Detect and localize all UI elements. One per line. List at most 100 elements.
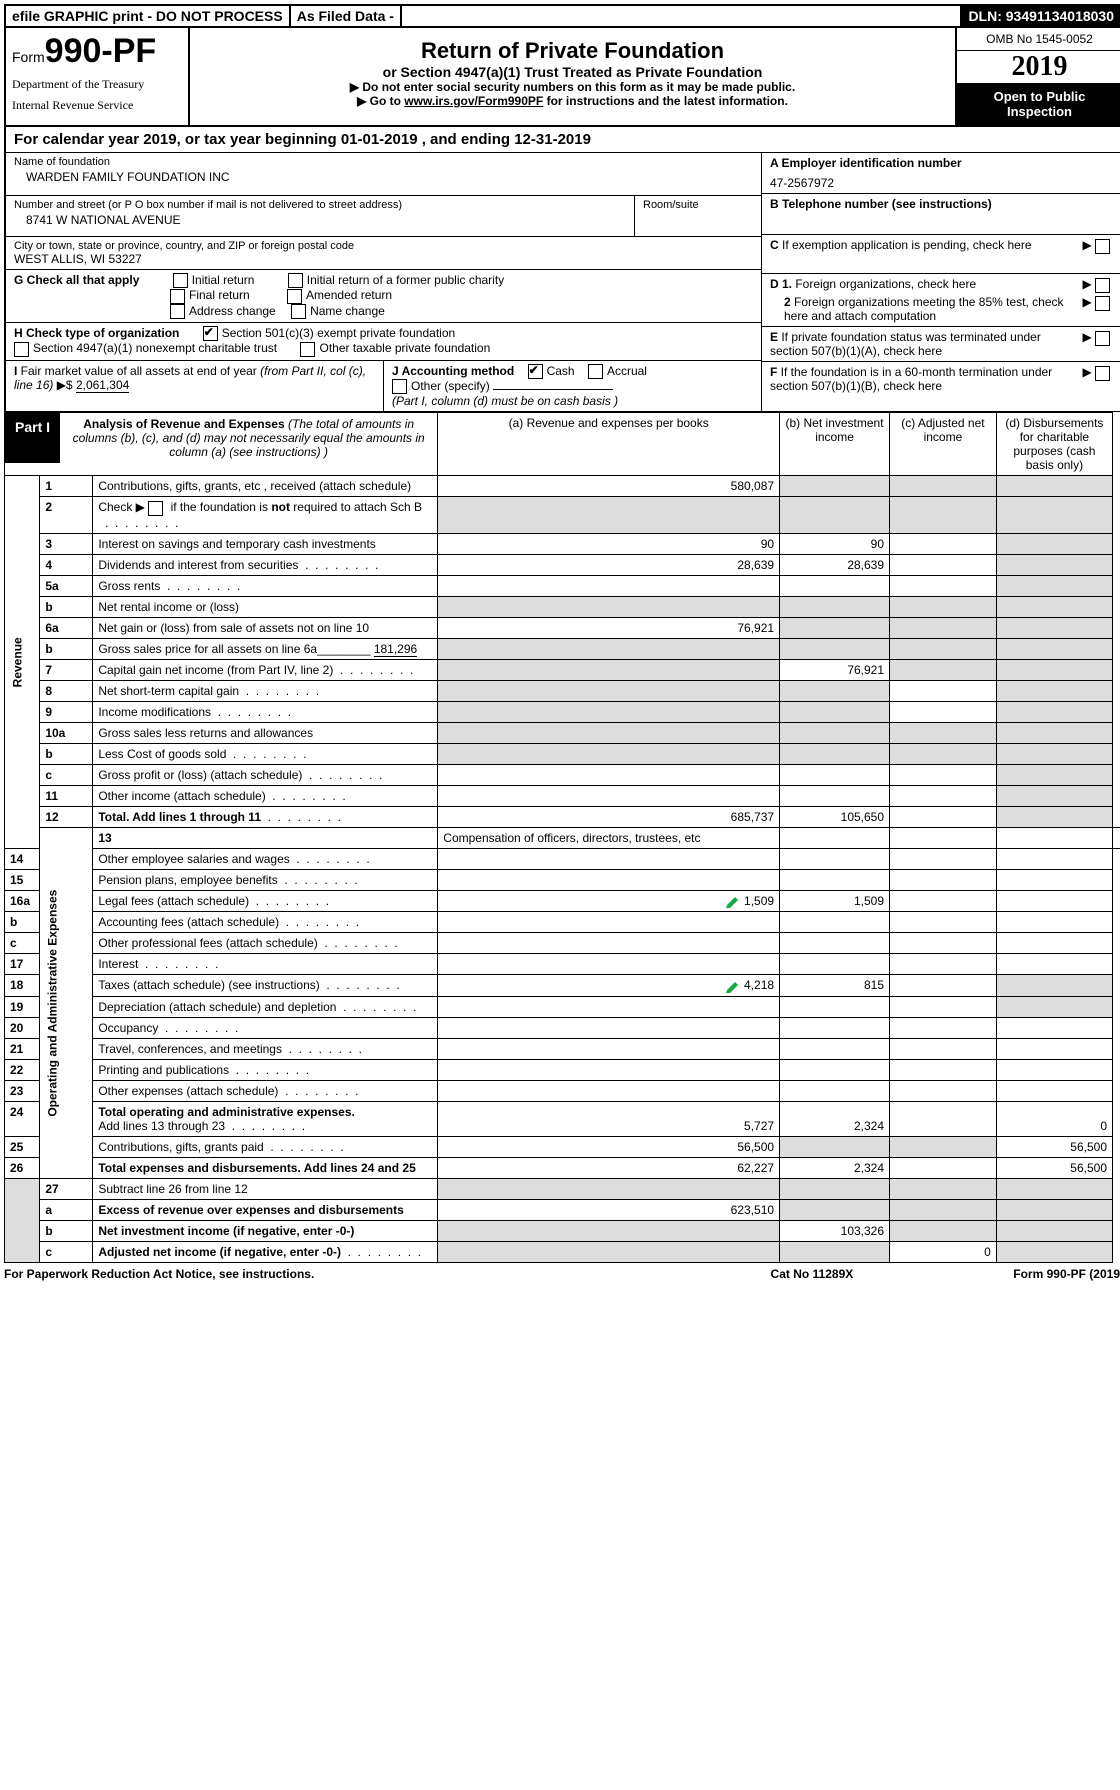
- table-row: 3Interest on savings and temporary cash …: [5, 533, 1120, 554]
- table-row: 25Contributions, gifts, grants paid 56,5…: [5, 1137, 1120, 1158]
- table-row: 15Pension plans, employee benefits: [5, 869, 1120, 890]
- ein-value: 47-2567972: [770, 170, 1114, 190]
- table-row: 2Check ▶ if the foundation is not requir…: [5, 497, 1120, 533]
- checkbox-initial-former[interactable]: [288, 273, 303, 288]
- form-subtitle: or Section 4947(a)(1) Trust Treated as P…: [196, 64, 949, 80]
- table-row: 11Other income (attach schedule): [5, 785, 1120, 806]
- checkbox-f[interactable]: [1095, 366, 1110, 381]
- phone-label: B Telephone number (see instructions): [770, 197, 992, 211]
- table-row: 9Income modifications: [5, 701, 1120, 722]
- table-row: 18Taxes (attach schedule) (see instructi…: [5, 975, 1120, 997]
- tax-year: 2019: [957, 51, 1120, 83]
- dept-irs: Internal Revenue Service: [12, 98, 182, 113]
- checkbox-accrual[interactable]: [588, 364, 603, 379]
- checkbox-final-return[interactable]: [170, 289, 185, 304]
- checkbox-other-method[interactable]: [392, 379, 407, 394]
- table-row: 26Total expenses and disbursements. Add …: [5, 1158, 1120, 1179]
- col-d-header: (d) Disbursements for charitable purpose…: [996, 413, 1112, 476]
- irs-link[interactable]: www.irs.gov/Form990PF: [404, 94, 543, 108]
- table-row: 17Interest: [5, 954, 1120, 975]
- table-row: 14Other employee salaries and wages: [5, 848, 1120, 869]
- table-row: 4Dividends and interest from securities …: [5, 554, 1120, 575]
- col-c-header: (c) Adjusted net income: [890, 413, 997, 476]
- table-row: 12Total. Add lines 1 through 11 685,7371…: [5, 806, 1120, 827]
- name-label: Name of foundation: [14, 156, 753, 168]
- table-row: 8Net short-term capital gain: [5, 680, 1120, 701]
- checkbox-501c3[interactable]: [203, 326, 218, 341]
- checkbox-c[interactable]: [1095, 239, 1110, 254]
- section-h: H Check type of organization Section 501…: [6, 323, 761, 361]
- addr-label: Number and street (or P O box number if …: [14, 199, 626, 211]
- form-number: Form990-PF: [12, 32, 182, 71]
- open-inspection: Open to Public Inspection: [957, 83, 1120, 125]
- revenue-side-label: Revenue: [5, 476, 40, 848]
- section-g: G Check all that apply Initial return In…: [6, 270, 761, 323]
- table-row: 21Travel, conferences, and meetings: [5, 1039, 1120, 1060]
- foundation-name: WARDEN FAMILY FOUNDATION INC: [14, 168, 753, 192]
- table-row: cOther professional fees (attach schedul…: [5, 933, 1120, 954]
- attach-icon[interactable]: [725, 979, 741, 993]
- section-ij: I Fair market value of all assets at end…: [6, 361, 761, 412]
- table-row: bNet rental income or (loss): [5, 596, 1120, 617]
- table-row: 7Capital gain net income (from Part IV, …: [5, 659, 1120, 680]
- expenses-side-label: Operating and Administrative Expenses: [40, 827, 93, 1179]
- table-row: bNet investment income (if negative, ent…: [5, 1221, 1120, 1242]
- checkbox-cash[interactable]: [528, 364, 543, 379]
- table-row: 23Other expenses (attach schedule): [5, 1081, 1120, 1102]
- cash-basis-note: (Part I, column (d) must be on cash basi…: [392, 394, 618, 408]
- part1-tag: Part I: [5, 413, 60, 463]
- checkbox-schb[interactable]: [148, 501, 163, 516]
- ein-label: A Employer identification number: [770, 156, 962, 170]
- col-b-header: (b) Net investment income: [780, 413, 890, 476]
- instr-ssn: ▶ Do not enter social security numbers o…: [196, 80, 949, 94]
- table-row: 10aGross sales less returns and allowanc…: [5, 722, 1120, 743]
- checkbox-e[interactable]: [1095, 331, 1110, 346]
- table-row: 20Occupancy: [5, 1018, 1120, 1039]
- part1-table: Part I Analysis of Revenue and Expenses …: [4, 412, 1120, 1263]
- checkbox-amended[interactable]: [287, 289, 302, 304]
- checkbox-other-taxable[interactable]: [300, 342, 315, 357]
- form-header: Form990-PF Department of the Treasury In…: [4, 28, 1120, 127]
- page-footer: For Paperwork Reduction Act Notice, see …: [4, 1263, 1120, 1285]
- top-bar: efile GRAPHIC print - DO NOT PROCESS As …: [4, 4, 1120, 28]
- checkbox-d1[interactable]: [1095, 278, 1110, 293]
- table-row: cGross profit or (loss) (attach schedule…: [5, 764, 1120, 785]
- calendar-year-row: For calendar year 2019, or tax year begi…: [4, 127, 1120, 153]
- table-row: 22Printing and publications: [5, 1060, 1120, 1081]
- part1-title: Analysis of Revenue and Expenses (The to…: [60, 413, 437, 463]
- fmv-value: 2,061,304: [76, 378, 129, 393]
- efile-label: efile GRAPHIC print - DO NOT PROCESS: [6, 6, 291, 26]
- entity-block: Name of foundation WARDEN FAMILY FOUNDAT…: [4, 153, 1120, 412]
- table-row: 6aNet gain or (loss) from sale of assets…: [5, 617, 1120, 638]
- table-row: 27Subtract line 26 from line 12: [5, 1179, 1120, 1200]
- table-row: aExcess of revenue over expenses and dis…: [5, 1200, 1120, 1221]
- room-label: Room/suite: [643, 199, 753, 211]
- form-title: Return of Private Foundation: [196, 38, 949, 64]
- footer-cat: Cat No 11289X: [771, 1267, 854, 1281]
- table-row: Revenue 1Contributions, gifts, grants, e…: [5, 476, 1120, 497]
- instr-link: ▶ Go to www.irs.gov/Form990PF for instru…: [196, 94, 949, 108]
- checkbox-initial-return[interactable]: [173, 273, 188, 288]
- street-address: 8741 W NATIONAL AVENUE: [14, 211, 626, 233]
- col-a-header: (a) Revenue and expenses per books: [438, 413, 780, 476]
- table-row: 19Depreciation (attach schedule) and dep…: [5, 997, 1120, 1018]
- attach-icon[interactable]: [725, 894, 741, 908]
- omb-number: OMB No 1545-0052: [957, 28, 1120, 51]
- footer-form: Form 990-PF (2019): [1013, 1267, 1120, 1281]
- asfiled-label: As Filed Data -: [291, 6, 402, 26]
- table-row: 24Total operating and administrative exp…: [5, 1102, 1120, 1137]
- checkbox-4947a1[interactable]: [14, 342, 29, 357]
- table-row: bGross sales price for all assets on lin…: [5, 638, 1120, 659]
- table-row: cAdjusted net income (if negative, enter…: [5, 1242, 1120, 1263]
- checkbox-name-change[interactable]: [291, 304, 306, 319]
- checkbox-d2[interactable]: [1095, 296, 1110, 311]
- table-row: Operating and Administrative Expenses 13…: [5, 827, 1120, 848]
- table-row: 5aGross rents: [5, 575, 1120, 596]
- table-row: 16aLegal fees (attach schedule) 1,5091,5…: [5, 890, 1120, 912]
- footer-left: For Paperwork Reduction Act Notice, see …: [4, 1267, 771, 1281]
- checkbox-address-change[interactable]: [170, 304, 185, 319]
- city-value: WEST ALLIS, WI 53227: [14, 252, 753, 266]
- table-row: bLess Cost of goods sold: [5, 743, 1120, 764]
- city-label: City or town, state or province, country…: [14, 240, 753, 252]
- dept-treasury: Department of the Treasury: [12, 77, 182, 92]
